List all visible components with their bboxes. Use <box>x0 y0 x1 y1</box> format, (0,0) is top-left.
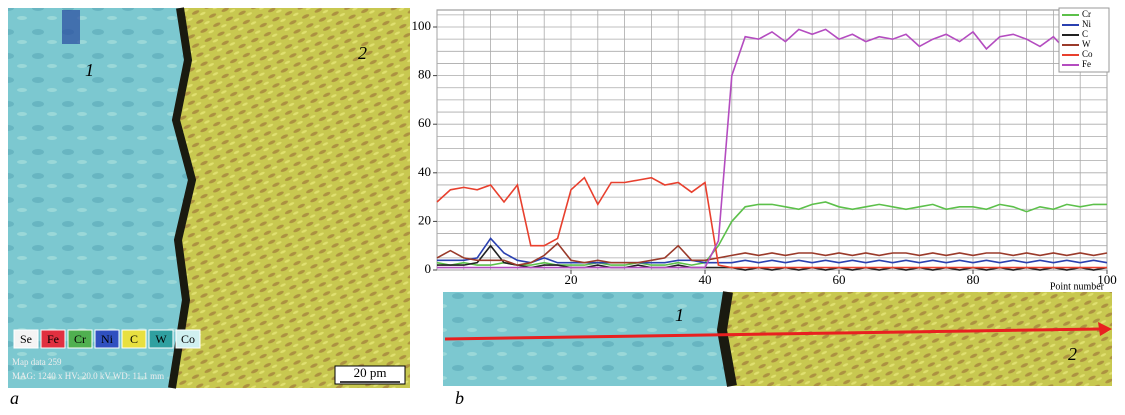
legend-label: Cr <box>74 332 86 346</box>
data-line <box>436 176 1107 269</box>
map-info: MAG: 1240 x HV: 20.0 kV WD: 11.1 mm <box>12 371 164 381</box>
region-label: 1 <box>85 60 94 80</box>
legend-label: Fe <box>47 332 59 346</box>
x-tick-label: 80 <box>967 272 980 287</box>
legend-label: Ni <box>101 332 114 346</box>
y-tick-label: 0 <box>425 261 432 276</box>
map-info: Map data 259 <box>12 357 62 367</box>
plot-area <box>436 9 1108 271</box>
eds-map <box>8 7 410 389</box>
y-tick-label: 60 <box>418 115 431 130</box>
legend-label: Co <box>181 332 195 346</box>
legend-label: Se <box>20 332 32 346</box>
scale-bar: 20 pm <box>354 365 387 380</box>
scale-bar-box <box>334 365 406 385</box>
legend-label: W <box>155 332 167 346</box>
legend-box <box>175 329 201 349</box>
region-label: 2 <box>358 43 367 63</box>
legend-label: C <box>130 332 138 346</box>
legend-box <box>40 329 66 349</box>
data-line <box>436 242 1108 266</box>
legend-box <box>94 329 120 349</box>
y-tick-label: 40 <box>418 164 431 179</box>
y-tick-label: 100 <box>412 18 432 33</box>
panel-label: a <box>10 388 19 408</box>
legend-label: W <box>1082 39 1091 49</box>
x-axis-label: Point number <box>1050 281 1105 292</box>
legend-box <box>13 329 39 349</box>
region-label: 1 <box>675 305 684 325</box>
region-label: 2 <box>1068 344 1077 364</box>
legend-box <box>148 329 174 349</box>
legend-label: Fe <box>1082 59 1091 69</box>
legend <box>1058 7 1110 73</box>
legend-box <box>67 329 93 349</box>
data-line <box>437 237 1108 264</box>
legend-label: Ni <box>1082 19 1091 29</box>
panel-label: b <box>455 388 464 408</box>
data-line <box>437 28 1108 269</box>
y-tick-label: 80 <box>418 67 431 82</box>
y-tick-label: 20 <box>418 212 431 227</box>
legend-label: Co <box>1082 49 1093 59</box>
x-tick-label: 60 <box>833 272 846 287</box>
x-tick-label: 20 <box>565 272 578 287</box>
line-scan-image <box>443 291 1112 387</box>
x-tick-label: 100 <box>1097 272 1117 287</box>
data-line <box>436 201 1107 266</box>
legend-label: Cr <box>1082 9 1091 19</box>
x-tick-label: 40 <box>699 272 712 287</box>
legend-label: C <box>1082 29 1088 39</box>
legend-box <box>121 329 147 349</box>
